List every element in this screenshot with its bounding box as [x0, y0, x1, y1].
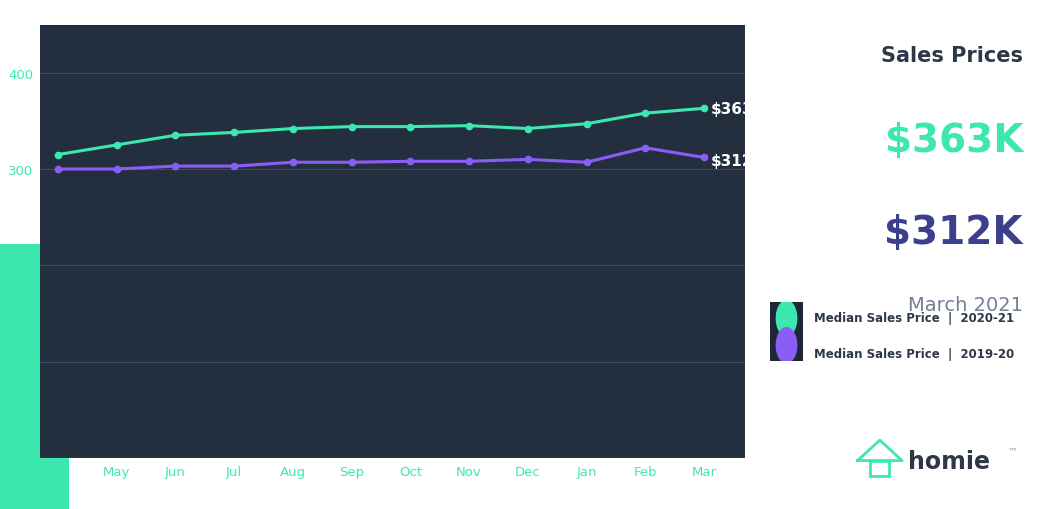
- Circle shape: [776, 328, 797, 363]
- Text: Median Sales Price  |  2019-20: Median Sales Price | 2019-20: [814, 347, 1014, 360]
- Text: $363: $363: [711, 102, 754, 117]
- FancyBboxPatch shape: [770, 301, 803, 363]
- Text: $312K: $312K: [884, 214, 1023, 252]
- Text: $312: $312: [711, 154, 754, 168]
- Circle shape: [776, 301, 797, 336]
- Text: $363K: $363K: [884, 122, 1023, 160]
- Text: Median Sales Price  |  2020-21: Median Sales Price | 2020-21: [814, 312, 1014, 325]
- Circle shape: [0, 64, 179, 509]
- Text: ™: ™: [1007, 445, 1018, 456]
- Text: Sales Prices: Sales Prices: [881, 46, 1023, 66]
- Text: March 2021: March 2021: [908, 295, 1023, 314]
- Text: homie: homie: [907, 448, 990, 473]
